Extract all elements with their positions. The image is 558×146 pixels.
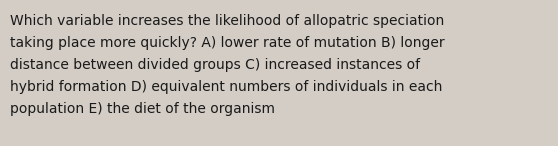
Text: hybrid formation D) equivalent numbers of individuals in each: hybrid formation D) equivalent numbers o… [10,80,442,94]
Text: taking place more quickly? A) lower rate of mutation B) longer: taking place more quickly? A) lower rate… [10,36,445,50]
Text: distance between divided groups C) increased instances of: distance between divided groups C) incre… [10,58,420,72]
Text: population E) the diet of the organism: population E) the diet of the organism [10,102,275,116]
Text: Which variable increases the likelihood of allopatric speciation: Which variable increases the likelihood … [10,14,444,28]
